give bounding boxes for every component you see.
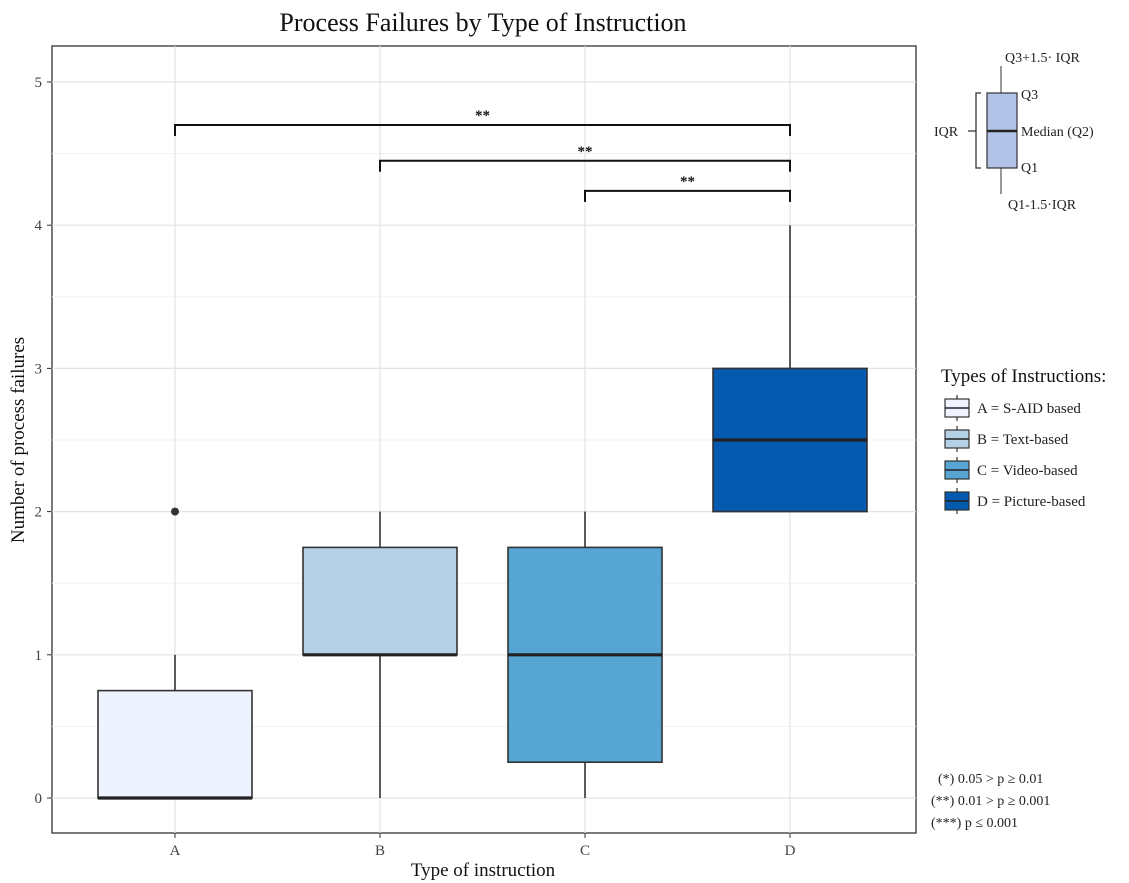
x-axis-ticks: A B C D [170, 833, 796, 859]
box-c [507, 511, 663, 798]
significance-bracket [584, 189, 791, 202]
boxplot-key: Q3+1.5· IQR Q3 Median (Q2) Q1 Q1-1.5·IQR… [934, 51, 1094, 213]
significance-bracket [174, 123, 791, 136]
note-one-star: (*) 0.05 > p ≥ 0.01 [938, 772, 1043, 787]
significance-c-d: ** [584, 174, 791, 202]
note-three-star: (***) p ≤ 0.001 [931, 816, 1018, 831]
legend-entry: D = Picture-based [944, 488, 1086, 514]
legend-entry-label: B = Text-based [977, 432, 1069, 448]
y-tick-label: 4 [35, 218, 43, 234]
legend-entry-label: A = S-AID based [977, 401, 1081, 417]
significance-label: ** [475, 108, 490, 124]
significance-bracket [379, 159, 791, 172]
key-iqr-bracket [968, 92, 981, 169]
x-tick-label: C [580, 843, 590, 859]
y-tick-label: 0 [35, 791, 43, 807]
key-median-label: Median (Q2) [1021, 125, 1094, 140]
key-q1-label: Q1 [1021, 161, 1038, 176]
key-lower-label: Q1-1.5·IQR [1008, 198, 1077, 213]
key-upper-label: Q3+1.5· IQR [1005, 51, 1080, 66]
legend-entry: B = Text-based [944, 426, 1069, 452]
note-two-star: (**) 0.01 > p ≥ 0.001 [931, 794, 1050, 809]
y-tick-label: 3 [35, 361, 43, 377]
key-q3-label: Q3 [1021, 88, 1038, 103]
y-axis-ticks: 0 1 2 3 4 5 [35, 75, 52, 807]
x-tick-label: A [170, 843, 181, 859]
significance-notes: (*) 0.05 > p ≥ 0.01 (**) 0.01 > p ≥ 0.00… [931, 772, 1050, 831]
box-series [97, 225, 868, 800]
key-iqr-label: IQR [934, 125, 959, 140]
legend-entry: A = S-AID based [944, 395, 1081, 421]
x-tick-label: D [785, 843, 796, 859]
legend: Types of Instructions: A = S-AID based B … [941, 366, 1106, 514]
significance-b-d: ** [379, 144, 791, 172]
legend-entry-label: C = Video-based [977, 463, 1078, 479]
legend-entry: C = Video-based [944, 457, 1078, 483]
chart-title: Process Failures by Type of Instruction [279, 8, 686, 37]
x-axis-label: Type of instruction [411, 860, 556, 881]
box-b [302, 511, 458, 798]
y-tick-label: 5 [35, 75, 43, 91]
significance-label: ** [680, 174, 695, 190]
significance-label: ** [578, 144, 593, 160]
box-iqr [97, 689, 253, 799]
y-tick-label: 1 [35, 648, 43, 664]
box-d [712, 225, 868, 513]
x-tick-label: B [375, 843, 385, 859]
box-iqr [302, 546, 458, 656]
outlier-point [171, 507, 179, 516]
box-a [97, 507, 253, 800]
legend-entries: A = S-AID based B = Text-based C = Video-b… [944, 395, 1086, 514]
y-axis-label: Number of process failures [8, 337, 29, 543]
significance-brackets: ** ** ** [174, 108, 791, 202]
legend-entry-label: D = Picture-based [977, 494, 1086, 510]
legend-title: Types of Instructions: [941, 366, 1106, 387]
significance-a-d: ** [174, 108, 791, 136]
y-tick-label: 2 [35, 505, 43, 521]
